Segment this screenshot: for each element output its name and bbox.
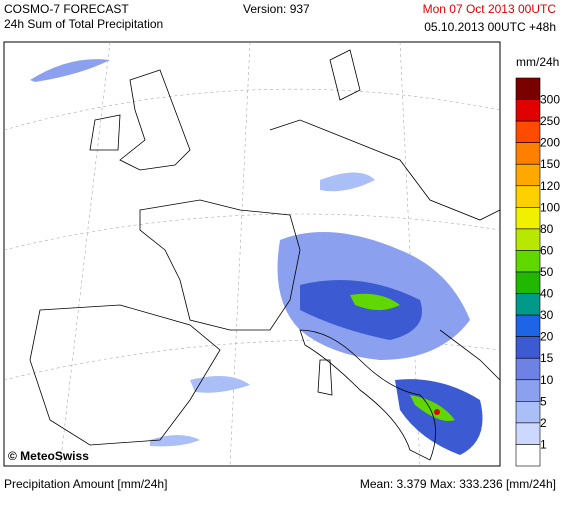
legend-swatch: [515, 185, 541, 208]
footer-left: Precipitation Amount [mm/24h]: [4, 477, 167, 491]
legend-swatch: [515, 336, 541, 359]
legend-swatch: [515, 357, 541, 381]
legend-swatch: [515, 271, 541, 294]
legend-swatch: [515, 401, 541, 424]
legend-label: 10: [540, 373, 554, 387]
legend-label: 100: [540, 200, 560, 214]
legend-swatch: [515, 293, 541, 316]
legend-swatch: [515, 379, 541, 402]
legend-swatch: [515, 142, 541, 165]
graticule: [3, 41, 501, 467]
legend-swatch: [515, 250, 541, 273]
legend-label: 200: [540, 136, 560, 150]
legend-label: 250: [540, 114, 560, 128]
legend-swatch: [515, 77, 541, 100]
legend-label: 20: [540, 330, 554, 344]
legend-label: 80: [540, 222, 554, 236]
legend-label: 5: [540, 394, 547, 408]
legend-label: 30: [540, 308, 554, 322]
legend-label: 40: [540, 287, 554, 301]
valid-time: Mon 07 Oct 2013 00UTC: [423, 2, 557, 16]
footer-stats: Mean: 3.379 Max: 333.236 [mm/24h]: [360, 477, 556, 491]
legend-unit: mm/24h: [516, 55, 559, 69]
legend-swatch: [515, 163, 541, 187]
legend-swatch: [515, 444, 541, 467]
legend-label: 50: [540, 265, 554, 279]
legend-swatch: [515, 207, 541, 230]
legend-swatch: [515, 120, 541, 143]
legend: 300 250 200 150 120 100 80 60 50 40 30 20 15 10 5 2 1: [515, 77, 560, 467]
legend-label: 60: [540, 243, 554, 257]
title: COSMO-7 FORECAST: [4, 2, 129, 16]
credit: © MeteoSwiss: [8, 449, 89, 463]
version: Version: 937: [243, 2, 310, 16]
legend-swatch: [515, 422, 541, 445]
legend-swatch: [515, 228, 541, 251]
legend-swatch: [515, 99, 541, 122]
run-time: 05.10.2013 00UTC +48h: [424, 20, 556, 34]
legend-label: 300: [540, 93, 560, 107]
legend-label: 150: [540, 157, 560, 171]
legend-label: 15: [540, 351, 554, 365]
subtitle: 24h Sum of Total Precipitation: [4, 17, 163, 31]
legend-label: 2: [540, 416, 547, 430]
precipitation: [30, 59, 483, 455]
legend-label: 1: [540, 437, 547, 451]
legend-swatch: [515, 314, 541, 337]
map: © MeteoSwiss: [3, 41, 501, 467]
legend-label: 120: [540, 179, 560, 193]
coastlines: [29, 49, 501, 461]
